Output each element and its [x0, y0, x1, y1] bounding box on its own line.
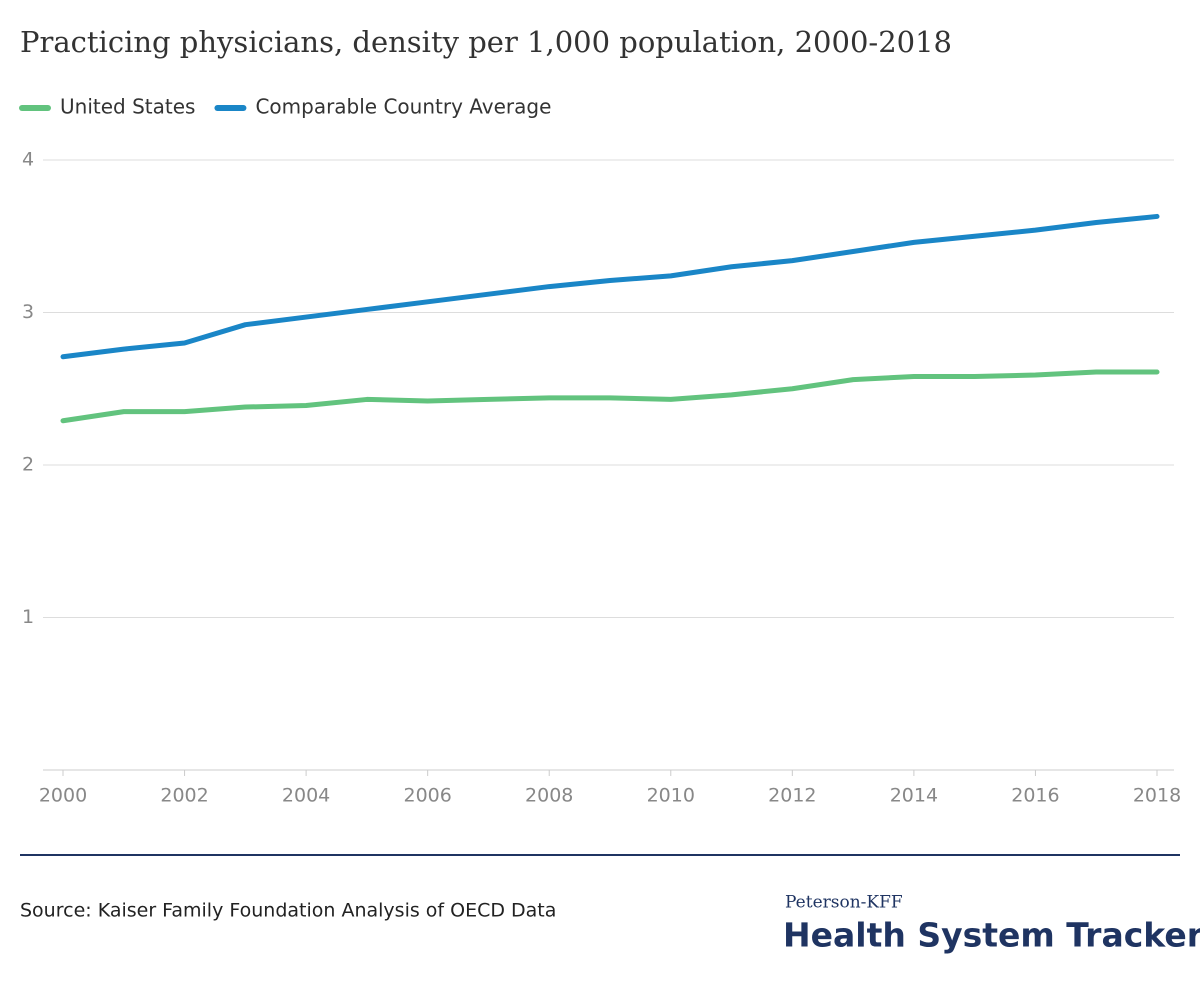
x-tick-label: 2004 [282, 785, 330, 807]
x-tick-label: 2000 [39, 785, 87, 807]
x-tick-label: 2008 [525, 785, 573, 807]
y-tick-label: 1 [22, 606, 34, 628]
x-tick-label: 2006 [403, 785, 451, 807]
source: Source: Kaiser Family Foundation Analysi… [20, 900, 556, 922]
x-tick-label: 2002 [160, 785, 208, 807]
legend-label: Comparable Country Average [255, 95, 551, 119]
y-tick-label: 3 [22, 301, 34, 323]
x-tick-label: 2010 [647, 785, 695, 807]
brand-name: Health System Tracker [783, 916, 1200, 955]
series-line [60, 369, 1160, 424]
x-tick-label: 2016 [1011, 785, 1059, 807]
x-tick-label: 2012 [768, 785, 816, 807]
series-line [60, 213, 1160, 360]
x-tick-label: 2018 [1133, 785, 1181, 807]
brand-org: Peterson-KFF [785, 893, 903, 913]
legend-label: United States [60, 95, 195, 119]
y-tick-label: 4 [22, 149, 34, 171]
chart-title: Practicing physicians, density per 1,000… [20, 25, 952, 59]
y-tick-label: 2 [22, 454, 34, 476]
x-tick-label: 2014 [890, 785, 938, 807]
